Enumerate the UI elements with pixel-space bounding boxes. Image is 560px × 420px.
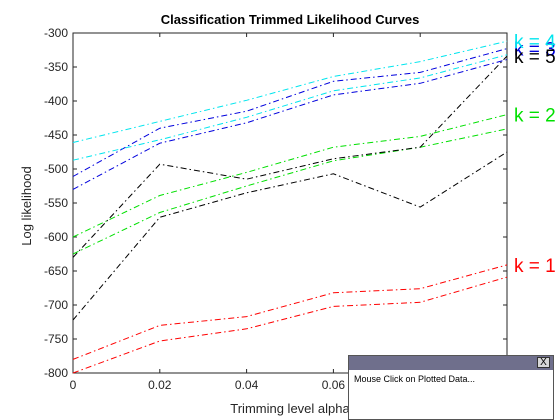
series-line-k4-a[interactable] xyxy=(72,40,508,143)
y-tick-label: -800 xyxy=(44,366,68,380)
y-tick-label: -650 xyxy=(44,264,68,278)
x-tick-label: 0.04 xyxy=(235,378,259,392)
series-line-k3-a[interactable] xyxy=(72,48,508,177)
x-axis-title: Trimming level alpha xyxy=(230,401,350,416)
series-line-k5-b[interactable] xyxy=(72,151,508,321)
labels-layer: k = 1 k = 2 k = 3k = 4k = 5 xyxy=(514,32,556,277)
series-label-k5: k = 5 xyxy=(514,47,556,68)
popup-message: Mouse Click on Plotted Data... xyxy=(354,374,476,384)
series-line-k2-b[interactable] xyxy=(72,128,508,255)
y-tick-label: -600 xyxy=(44,230,68,244)
y-tick-label: -300 xyxy=(44,26,68,40)
series-line-k1-b[interactable] xyxy=(72,276,508,374)
series-label-k4: k = 4 xyxy=(514,32,556,53)
x-tick-label: 0.06 xyxy=(322,378,346,392)
series-line-k4-b[interactable] xyxy=(72,54,508,161)
series-layer xyxy=(72,40,508,374)
y-tick-label: -450 xyxy=(44,128,68,142)
chart-title: Classification Trimmed Likelihood Curves xyxy=(161,12,420,27)
series-line-k1-a[interactable] xyxy=(72,264,508,360)
series-line-k3-b[interactable] xyxy=(72,59,508,190)
ticks-layer: 00.020.040.060.080.1-300-350-400-450-500… xyxy=(44,26,516,392)
y-tick-label: -400 xyxy=(44,94,68,108)
series-label-k3: k = 3 xyxy=(514,40,556,61)
series-line-k5-a[interactable] xyxy=(72,55,508,258)
y-axis-title: Log likelihood xyxy=(19,166,34,246)
data-cursor-popup: X Mouse Click on Plotted Data... xyxy=(348,355,554,420)
y-tick-label: -350 xyxy=(44,60,68,74)
series-line-k2-a[interactable] xyxy=(72,114,508,238)
x-tick-label: 0.02 xyxy=(148,378,172,392)
x-tick-label: 0 xyxy=(70,378,77,392)
y-tick-label: -550 xyxy=(44,196,68,210)
series-label-k1: k = 1 xyxy=(514,256,556,277)
plot-area xyxy=(72,32,508,374)
popup-titlebar[interactable]: X xyxy=(349,356,553,370)
y-tick-label: -700 xyxy=(44,298,68,312)
y-tick-label: -750 xyxy=(44,332,68,346)
series-label-k2: k = 2 xyxy=(514,106,556,127)
y-tick-label: -500 xyxy=(44,162,68,176)
popup-close-button[interactable]: X xyxy=(537,357,550,368)
